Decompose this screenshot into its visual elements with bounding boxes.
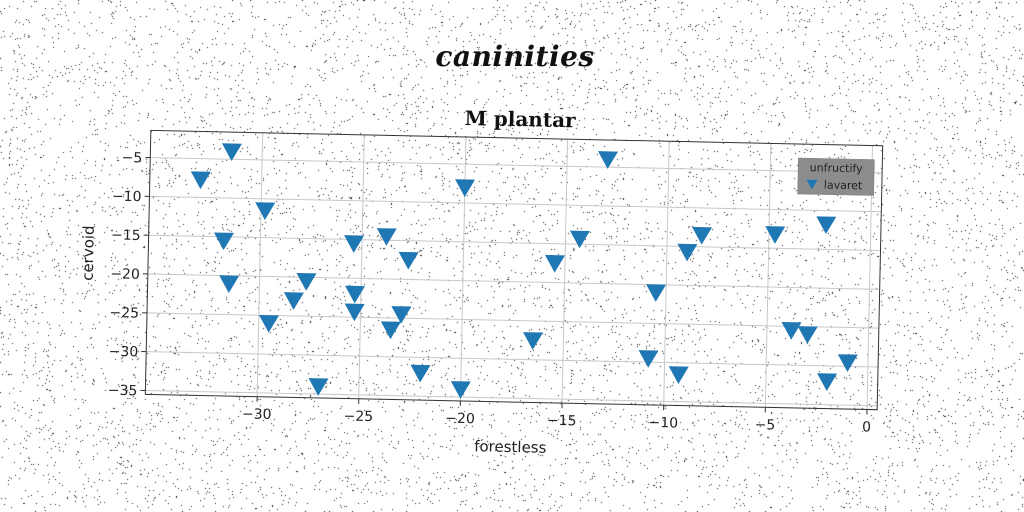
- x-gridline: [561, 139, 569, 404]
- data-point: [345, 285, 366, 304]
- x-axis-label: forestless: [474, 437, 547, 457]
- x-tick-label: −15: [547, 413, 577, 430]
- x-tick-label: −5: [754, 417, 775, 433]
- y-gridline: [150, 157, 883, 174]
- data-point: [638, 350, 659, 368]
- data-point: [455, 179, 476, 197]
- data-point: [837, 354, 858, 372]
- data-point: [817, 373, 838, 391]
- figure-title: caninities: [435, 40, 595, 73]
- y-axis-ticks: −5 −10 −15 −20 −25 −30 −35: [108, 150, 151, 400]
- y-tick-label: −25: [109, 305, 139, 322]
- x-axis-ticks: −30 −25 −20 −15 −10 −5 0: [242, 396, 871, 436]
- data-point: [259, 314, 279, 333]
- y-tick-label: −20: [110, 266, 140, 283]
- y-tick-label: −10: [112, 189, 142, 206]
- data-point: [344, 235, 365, 253]
- y-gridline: [147, 273, 880, 290]
- data-point: [797, 326, 818, 344]
- data-point: [523, 332, 544, 350]
- x-gridline: [764, 143, 772, 408]
- data-point: [765, 226, 786, 244]
- y-gridline: [145, 389, 878, 407]
- y-axis-label: cervoid: [79, 225, 98, 281]
- x-gridline: [358, 134, 365, 399]
- legend-title: unfructify: [810, 161, 864, 175]
- data-point: [598, 151, 619, 169]
- data-point: [376, 228, 397, 246]
- data-point: [308, 378, 329, 396]
- data-point: [391, 306, 412, 324]
- plot-group: M plantar −30 −25 −20 −15 −10 −5 0 −5 −10 −15 −20…: [79, 106, 884, 457]
- data-point: [398, 251, 419, 270]
- x-tick-label: −20: [445, 411, 475, 428]
- y-gridline: [146, 351, 879, 368]
- data-point: [221, 143, 242, 162]
- data-point: [410, 364, 431, 383]
- x-gridline: [256, 132, 264, 397]
- plot-frame: [144, 129, 884, 411]
- data-point: [544, 254, 565, 273]
- grid: [145, 132, 883, 410]
- data-point: [219, 275, 240, 293]
- data-point: [190, 171, 211, 190]
- data-point: [380, 321, 401, 340]
- data-point: [344, 303, 365, 322]
- data-point: [450, 381, 471, 399]
- data-point: [296, 273, 317, 291]
- data-point: [816, 216, 837, 235]
- data-point: [646, 284, 667, 302]
- x-tick-label: −30: [242, 406, 272, 423]
- data-point: [283, 292, 304, 310]
- x-gridline: [459, 136, 467, 401]
- data-point: [569, 230, 590, 249]
- data-point: [668, 366, 689, 384]
- chart-title: M plantar: [464, 106, 576, 132]
- y-tick-label: −35: [108, 383, 138, 400]
- y-tick-label: −15: [111, 227, 141, 244]
- legend: unfructify lavaret: [797, 157, 875, 196]
- legend-box: [797, 157, 875, 196]
- x-tick-label: 0: [862, 419, 871, 435]
- y-tick-label: −5: [121, 150, 142, 166]
- legend-series-label: lavaret: [824, 179, 863, 193]
- data-point: [255, 202, 276, 220]
- x-tick-label: −10: [648, 415, 678, 432]
- data-point: [213, 232, 234, 251]
- x-gridline: [663, 141, 670, 406]
- x-tick-label: −25: [343, 409, 373, 426]
- data-point: [692, 226, 713, 245]
- legend-marker-icon: [806, 179, 818, 190]
- y-tick-label: −30: [108, 344, 138, 361]
- data-point: [781, 322, 802, 340]
- y-gridline: [149, 195, 882, 213]
- data-point: [677, 243, 698, 262]
- data-points: [190, 143, 858, 399]
- y-gridline: [148, 234, 881, 252]
- y-gridline: [147, 312, 879, 329]
